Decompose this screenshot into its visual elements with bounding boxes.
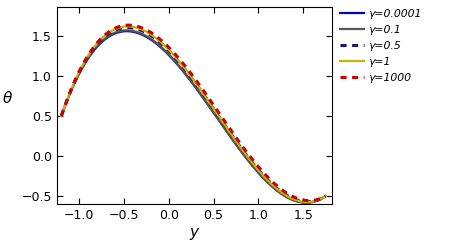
X-axis label: y: y — [190, 225, 199, 240]
Legend: γ=0.0001, γ=0.1, γ=0.5, γ=1, γ=1000: γ=0.0001, γ=0.1, γ=0.5, γ=1, γ=1000 — [340, 9, 421, 83]
Y-axis label: θ: θ — [3, 91, 12, 106]
